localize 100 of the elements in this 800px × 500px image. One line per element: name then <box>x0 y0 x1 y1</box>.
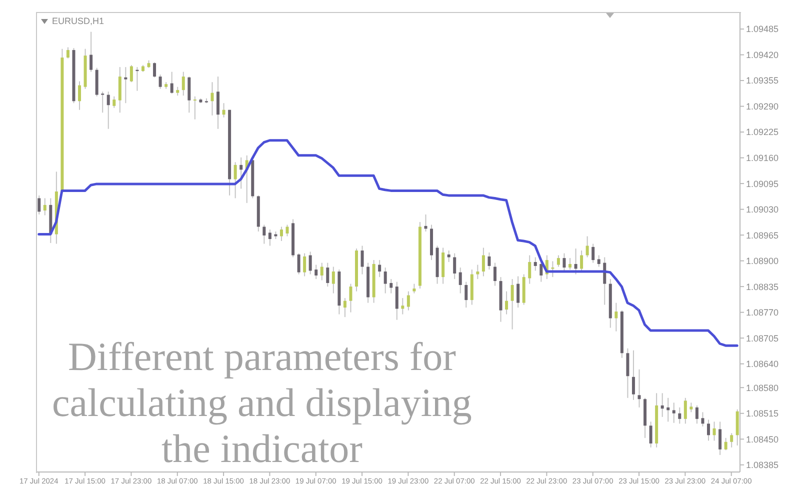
candlestick <box>562 252 566 273</box>
y-tick-label: 1.09225 <box>746 127 779 138</box>
candlestick <box>314 264 318 280</box>
y-tick-label: 1.08385 <box>746 460 779 470</box>
y-tick-label: 1.08580 <box>746 382 779 393</box>
y-tick-label: 1.08705 <box>746 333 779 344</box>
candlestick <box>308 251 312 275</box>
y-tick-label: 1.08515 <box>746 408 779 419</box>
candlestick <box>384 267 387 294</box>
candlestick <box>124 66 128 104</box>
candlestick <box>574 248 578 275</box>
candlestick <box>268 229 272 246</box>
candlestick <box>482 247 485 277</box>
candlestick <box>182 71 185 96</box>
candlestick <box>349 283 352 313</box>
candlestick <box>672 402 676 424</box>
candlestick <box>626 348 630 398</box>
candlestick <box>170 71 174 94</box>
candlestick <box>614 302 618 332</box>
candlestick <box>378 260 382 278</box>
candlestick <box>424 214 428 232</box>
candlestick <box>153 62 156 78</box>
candlestick <box>332 266 335 294</box>
annotation: Different parameters for calculating and displaying the indicator <box>51 334 473 472</box>
candlestick <box>488 252 491 270</box>
candlestick <box>43 198 46 216</box>
candlestick <box>701 412 704 427</box>
candlestick <box>320 262 324 281</box>
candlestick <box>78 80 82 110</box>
y-tick-label: 1.08965 <box>746 230 779 240</box>
candlestick <box>678 406 682 424</box>
candlestick <box>510 278 514 330</box>
candlestick <box>516 276 520 308</box>
y-tick-label: 1.08835 <box>746 282 779 292</box>
candlestick <box>695 404 698 424</box>
candlestick <box>303 252 306 277</box>
candlestick <box>240 156 243 190</box>
candlestick <box>447 250 450 263</box>
candlestick <box>464 281 468 308</box>
candlestick <box>453 252 456 280</box>
candlestick <box>262 224 266 244</box>
y-tick-label: 1.09485 <box>746 24 779 34</box>
candlestick <box>724 437 728 451</box>
candlestick <box>210 82 214 116</box>
candlestick <box>66 46 70 59</box>
candlestick <box>730 432 734 448</box>
candlestick <box>660 392 664 418</box>
candlestick <box>286 224 289 237</box>
candlestick <box>458 267 462 294</box>
y-tick-label: 1.09355 <box>746 76 779 86</box>
candlestick <box>390 278 393 294</box>
y-tick-label: 1.08450 <box>746 434 779 444</box>
y-tick-label: 1.08770 <box>746 308 779 318</box>
candlestick <box>540 260 543 282</box>
candlestick <box>188 76 191 114</box>
candlestick <box>222 102 226 118</box>
candlestick <box>493 262 496 286</box>
candlestick <box>718 421 722 456</box>
y-tick-label: 1.09290 <box>746 101 779 112</box>
candlestick <box>158 74 162 90</box>
y-tick-label: 1.08640 <box>746 359 779 370</box>
candlestick <box>706 419 710 442</box>
candlestick <box>216 76 220 130</box>
candlestick <box>297 252 300 275</box>
candlestick <box>343 298 346 318</box>
candlestick <box>360 245 364 275</box>
candlestick <box>528 254 532 284</box>
candlestick <box>118 66 122 114</box>
candlestick <box>666 397 670 422</box>
candlestick <box>534 256 537 272</box>
candlestick <box>106 91 110 130</box>
candlestick <box>632 350 635 400</box>
candlestick <box>476 264 480 280</box>
candlestick <box>234 162 237 199</box>
candlestick <box>406 290 410 311</box>
candlestick <box>505 290 508 315</box>
candlestick <box>130 64 133 83</box>
candlestick <box>395 281 398 320</box>
candlestick <box>412 283 416 294</box>
y-tick-label: 1.09095 <box>746 178 779 189</box>
candlestick <box>649 421 652 448</box>
candlestick <box>193 96 196 120</box>
candlestick <box>401 298 404 315</box>
candlestick <box>638 368 641 408</box>
y-tick-label: 1.08900 <box>746 256 779 266</box>
candlestick <box>586 236 589 258</box>
candlestick <box>326 262 330 288</box>
candlestick <box>568 258 572 270</box>
candlestick <box>684 397 687 424</box>
candlestick <box>112 96 116 108</box>
y-tick-label: 1.09030 <box>746 204 779 215</box>
candlestick <box>592 243 595 264</box>
candlestick <box>101 91 104 114</box>
candlestick <box>597 254 600 268</box>
candlestick <box>712 421 716 442</box>
y-tick-label: 1.09160 <box>746 153 779 163</box>
candlestick <box>90 31 93 72</box>
y-tick-label: 1.09420 <box>746 50 779 60</box>
candlestick <box>580 250 584 273</box>
candlestick <box>690 402 693 413</box>
